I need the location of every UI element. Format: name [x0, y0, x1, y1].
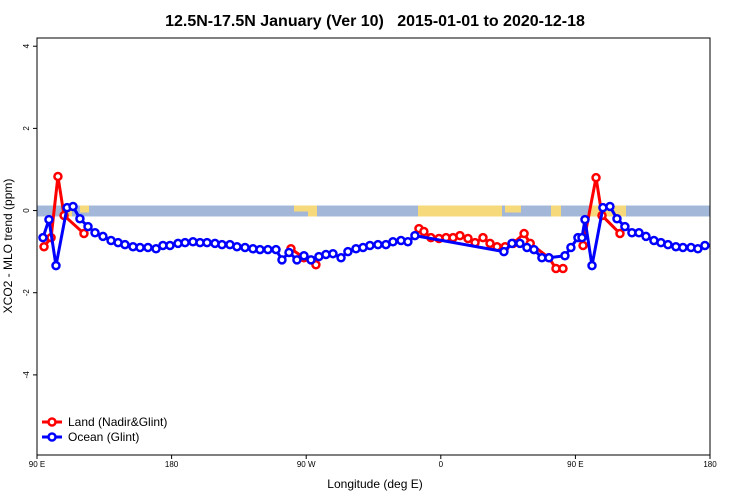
ocean-band — [37, 205, 710, 217]
plot-frame — [36, 37, 711, 456]
data-point — [519, 228, 529, 239]
data-point — [143, 242, 153, 253]
data-point — [51, 260, 61, 271]
data-point — [343, 246, 353, 257]
data-point — [515, 238, 525, 249]
data-point — [388, 237, 398, 247]
data-point — [165, 240, 175, 251]
chart-title: 12.5N-17.5N January (Ver 10) 2015-01-01 … — [165, 13, 585, 30]
data-point — [566, 242, 576, 253]
data-point — [463, 233, 473, 244]
data-point — [38, 232, 48, 243]
data-point — [271, 244, 281, 255]
data-point — [255, 244, 265, 255]
data-point — [620, 221, 630, 232]
data-point — [580, 214, 590, 225]
data-point — [410, 230, 420, 241]
data-point — [615, 228, 625, 239]
data-point — [560, 250, 570, 261]
data-point — [403, 237, 413, 247]
data-point — [180, 237, 190, 248]
x-tick-label: 90 W — [297, 460, 316, 469]
data-point — [79, 228, 89, 239]
data-point — [328, 248, 338, 259]
y-tick-label: 4 — [22, 43, 31, 48]
data-point — [240, 242, 250, 253]
x-tick-label: 0 — [439, 460, 444, 469]
x-tick-label: 90 E — [29, 460, 45, 469]
data-point — [612, 214, 622, 224]
data-point — [135, 242, 145, 253]
data-point — [120, 239, 130, 250]
land-patch — [80, 205, 89, 213]
data-point — [217, 239, 227, 250]
x-tick-label: 180 — [165, 460, 179, 469]
data-point — [558, 263, 568, 274]
data-point — [499, 246, 509, 257]
data-point — [577, 232, 587, 243]
data-point — [544, 253, 554, 263]
land-patch — [294, 205, 316, 212]
data-point — [263, 244, 273, 255]
data-point — [507, 238, 517, 249]
data-point — [68, 201, 78, 212]
legend-label: Land (Nadir&Glint) — [68, 415, 167, 429]
x-tick-label: 90 E — [567, 460, 583, 469]
data-point — [700, 240, 710, 251]
data-point — [292, 255, 302, 265]
data-point — [90, 227, 100, 238]
data-point — [306, 255, 316, 265]
y-tick-label: -4 — [22, 371, 31, 379]
land-patch — [308, 205, 317, 217]
data-point — [83, 221, 93, 232]
data-point — [455, 230, 465, 241]
data-point — [578, 240, 588, 251]
data-point — [693, 244, 703, 254]
data-point — [373, 239, 383, 250]
y-tick-label: 0 — [22, 208, 31, 213]
data-point — [232, 241, 242, 252]
data-point — [485, 238, 495, 249]
data-point — [587, 260, 597, 271]
data-point — [641, 231, 651, 242]
data-point — [529, 244, 539, 255]
x-axis-label: Longitude (deg E) — [327, 477, 422, 491]
x-tick-label: 180 — [703, 460, 717, 469]
data-point — [277, 255, 287, 265]
y-axis-label: XCO2 - MLO trend (ppm) — [1, 179, 15, 314]
land-patch — [505, 205, 521, 213]
data-point — [44, 214, 54, 225]
data-point — [53, 171, 63, 182]
data-point — [634, 227, 644, 238]
land-patch — [590, 205, 626, 217]
legend-marker — [47, 417, 57, 427]
legend-label: Ocean (Glint) — [68, 430, 139, 444]
data-point — [75, 214, 85, 224]
land-patch — [551, 205, 561, 217]
land-patch — [418, 205, 502, 217]
data-point — [336, 253, 346, 263]
data-point — [365, 240, 375, 251]
data-point — [419, 226, 429, 237]
data-point — [284, 247, 294, 258]
data-point — [98, 231, 108, 242]
data-point — [478, 232, 488, 243]
y-tick-label: 2 — [22, 126, 31, 131]
data-point — [39, 241, 49, 252]
data-point — [299, 250, 309, 261]
data-point — [591, 172, 601, 183]
data-point — [678, 242, 688, 253]
data-point — [202, 237, 212, 248]
y-tick-label: -2 — [22, 289, 31, 297]
legend-marker — [47, 432, 57, 442]
data-point — [605, 201, 615, 212]
data-point — [663, 239, 673, 250]
